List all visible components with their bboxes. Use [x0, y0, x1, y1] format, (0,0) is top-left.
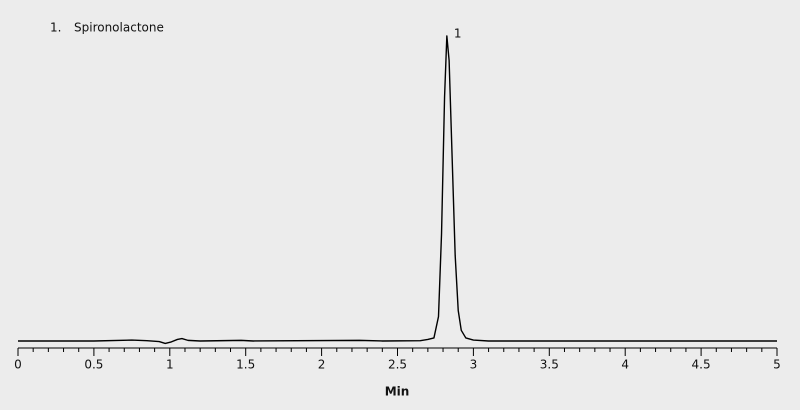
- x-tick-label: 0: [14, 358, 22, 372]
- x-tick-label: 4: [621, 358, 629, 372]
- legend-number: 1.: [50, 21, 61, 35]
- x-tick-label: 3.5: [540, 358, 559, 372]
- x-tick-label: 4.5: [692, 358, 711, 372]
- x-tick-label: 3: [470, 358, 478, 372]
- x-tick-label: 0.5: [84, 358, 103, 372]
- legend-name: Spironolactone: [74, 21, 164, 35]
- chromatogram-line: [18, 35, 777, 345]
- x-tick-label: 1.5: [236, 358, 255, 372]
- x-tick-label: 2.5: [388, 358, 407, 372]
- x-tick-label: 1: [166, 358, 174, 372]
- peak-label: 1: [454, 27, 462, 41]
- x-tick-label: 2: [318, 358, 326, 372]
- x-axis-label: Min: [385, 385, 410, 399]
- x-tick-label: 5: [773, 358, 781, 372]
